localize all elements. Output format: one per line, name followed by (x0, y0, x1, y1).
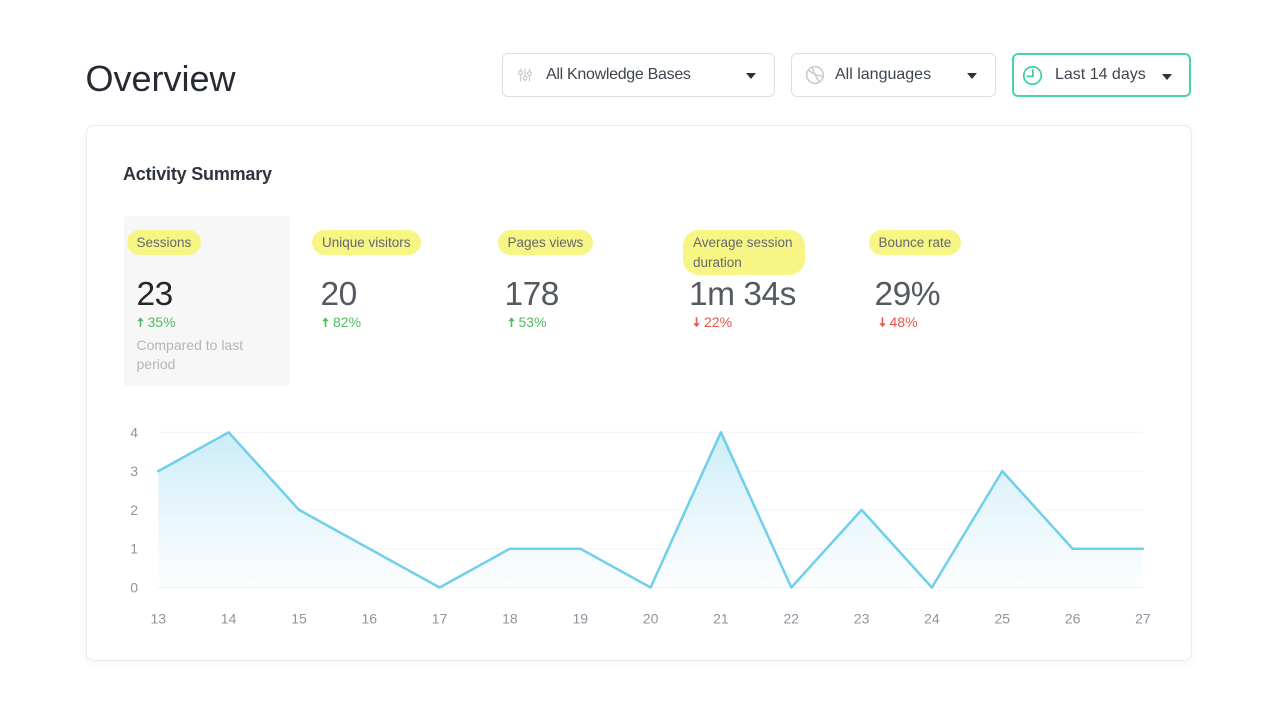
svg-text:23: 23 (854, 610, 870, 626)
svg-text:24: 24 (924, 610, 940, 626)
svg-text:16: 16 (362, 610, 378, 626)
svg-text:18: 18 (502, 610, 518, 626)
svg-text:20: 20 (643, 610, 659, 626)
svg-text:2: 2 (130, 502, 138, 518)
svg-text:26: 26 (1065, 610, 1081, 626)
svg-text:14: 14 (221, 610, 237, 626)
svg-text:15: 15 (291, 610, 307, 626)
svg-text:3: 3 (130, 463, 138, 479)
svg-text:22: 22 (784, 610, 800, 626)
svg-text:13: 13 (151, 610, 167, 626)
svg-text:0: 0 (130, 580, 138, 596)
svg-text:21: 21 (713, 610, 729, 626)
svg-text:25: 25 (995, 610, 1011, 626)
svg-text:19: 19 (573, 610, 589, 626)
svg-text:17: 17 (432, 610, 448, 626)
svg-text:27: 27 (1135, 610, 1151, 626)
svg-text:4: 4 (130, 425, 138, 440)
svg-text:1: 1 (130, 541, 138, 557)
